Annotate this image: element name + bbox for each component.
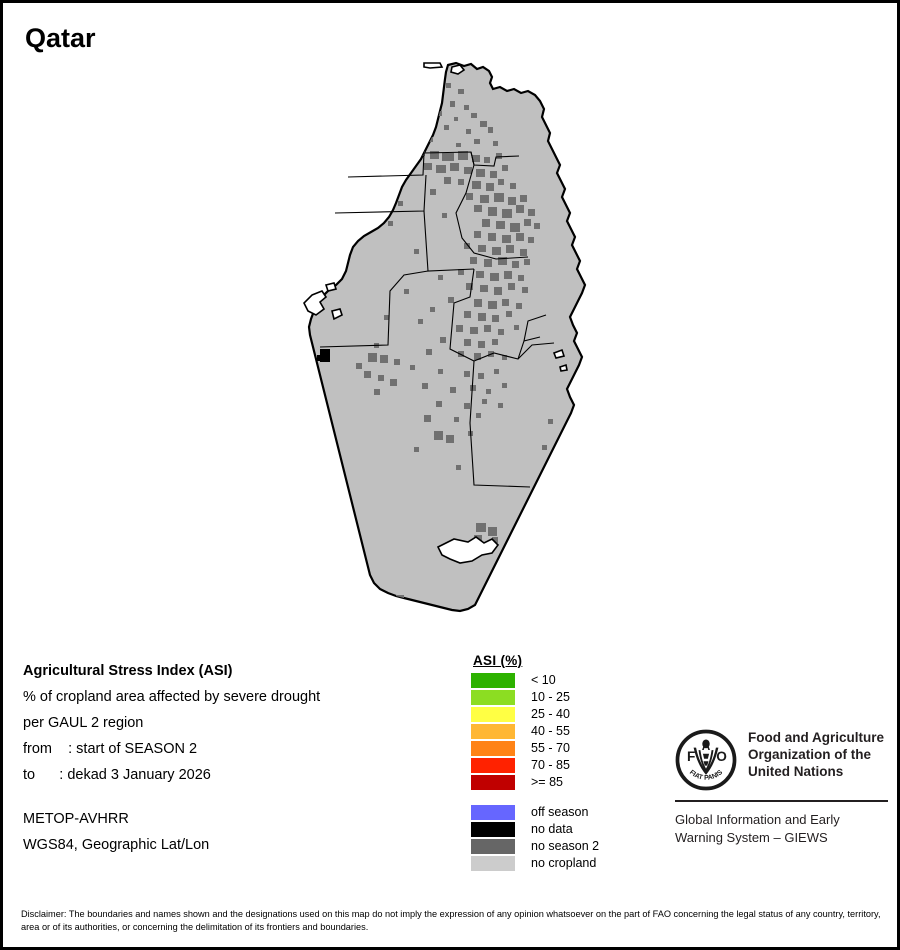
info-region: per GAUL 2 region [23, 715, 144, 731]
legend-label: no season 2 [531, 839, 600, 853]
legend-swatch [471, 690, 515, 705]
country-polygon [307, 61, 587, 613]
info-subtitle: % of cropland area affected by severe dr… [23, 689, 321, 705]
fao-logo-row: F A O FIAT PANIS Food and Agriculture Or… [675, 729, 890, 791]
legend-title: ASI (%) [473, 653, 523, 668]
legend-swatch [471, 775, 515, 790]
legend-row-special: no cropland [471, 855, 651, 872]
fao-letter-f: F [687, 749, 695, 764]
fao-emblem-icon: F A O FIAT PANIS [675, 729, 737, 791]
fao-org-line3: United Nations [748, 764, 844, 779]
legend-row: < 10 [471, 672, 651, 689]
coastal-islands [303, 62, 568, 564]
legend-label: no data [531, 822, 573, 836]
admin-boundaries [319, 151, 555, 488]
legend-row: 40 - 55 [471, 723, 651, 740]
legend-label: >= 85 [531, 775, 563, 789]
fao-branding: F A O FIAT PANIS Food and Agriculture Or… [675, 729, 890, 847]
legend-swatch [471, 741, 515, 756]
legend-row: 55 - 70 [471, 740, 651, 757]
info-sensor: METOP-AVHRR [23, 811, 129, 827]
legend-swatch [471, 758, 515, 773]
legend-row: 70 - 85 [471, 757, 651, 774]
legend-label: off season [531, 805, 589, 819]
legend-spacer [471, 791, 651, 804]
legend-swatch [471, 673, 515, 688]
map-info-block: Agricultural Stress Index (ASI) % of cro… [23, 658, 453, 858]
info-heading: Agricultural Stress Index (ASI) [23, 663, 233, 679]
legend-label: 10 - 25 [531, 690, 570, 704]
map-disclaimer: Disclaimer: The boundaries and names sho… [21, 909, 881, 932]
map-legend: ASI (%) < 10 10 - 25 25 - 40 40 - 55 55 … [471, 653, 651, 872]
legend-swatch [471, 724, 515, 739]
fao-letter-o: O [716, 749, 727, 764]
legend-swatch [471, 839, 515, 854]
legend-label: 70 - 85 [531, 758, 570, 772]
legend-label: < 10 [531, 673, 556, 687]
legend-label: no cropland [531, 856, 597, 870]
fao-divider [675, 800, 888, 802]
map-panel[interactable] [278, 53, 608, 633]
fao-org-line2: Organization of the [748, 747, 871, 762]
legend-swatch [471, 822, 515, 837]
fao-organization-name: Food and Agriculture Organization of the… [748, 729, 884, 780]
legend-row: >= 85 [471, 774, 651, 791]
info-period-to: to : dekad 3 January 2026 [23, 767, 211, 783]
legend-label: 40 - 55 [531, 724, 570, 738]
fao-org-line1: Food and Agriculture [748, 730, 884, 745]
legend-label: 25 - 40 [531, 707, 570, 721]
info-projection: WGS84, Geographic Lat/Lon [23, 837, 210, 853]
legend-row-special: no data [471, 821, 651, 838]
legend-swatch [471, 805, 515, 820]
info-period-from: from : start of SEASON 2 [23, 741, 198, 757]
legend-row-special: no season 2 [471, 838, 651, 855]
legend-swatch [471, 856, 515, 871]
fao-letter-a: A [702, 740, 711, 753]
legend-label: 55 - 70 [531, 741, 570, 755]
legend-row: 10 - 25 [471, 689, 651, 706]
no-data-patch [317, 349, 330, 362]
legend-row: 25 - 40 [471, 706, 651, 723]
info-spacer [23, 788, 453, 806]
page-title: Qatar [25, 23, 96, 53]
qatar-map[interactable] [278, 53, 608, 633]
giews-line2: Warning System – GIEWS [675, 830, 828, 845]
legend-swatch [471, 707, 515, 722]
giews-line1: Global Information and Early [675, 812, 840, 827]
giews-system-name: Global Information and Early Warning Sys… [675, 811, 890, 847]
legend-row-special: off season [471, 804, 651, 821]
